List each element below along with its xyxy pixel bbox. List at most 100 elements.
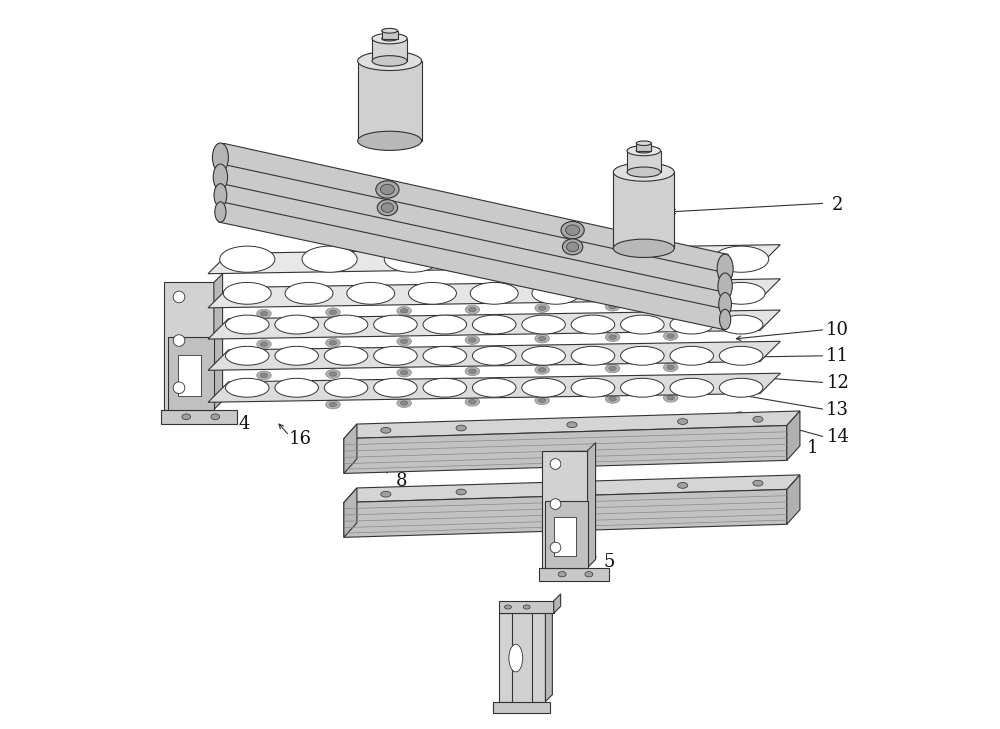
Ellipse shape [718,273,732,299]
Polygon shape [217,144,728,283]
Polygon shape [218,184,728,316]
Ellipse shape [257,309,271,318]
Ellipse shape [667,365,674,370]
Ellipse shape [621,346,664,365]
Ellipse shape [380,184,394,195]
Ellipse shape [326,400,340,409]
Polygon shape [542,451,588,568]
Ellipse shape [467,246,522,272]
Ellipse shape [324,378,368,397]
Text: 4: 4 [239,415,250,433]
Polygon shape [344,424,357,473]
Ellipse shape [472,378,516,397]
Ellipse shape [182,414,191,420]
Ellipse shape [397,368,411,377]
Ellipse shape [621,315,664,334]
Ellipse shape [609,305,616,309]
Ellipse shape [275,378,318,397]
Ellipse shape [377,200,398,216]
Ellipse shape [605,333,620,342]
Polygon shape [493,701,550,713]
Ellipse shape [535,365,549,374]
Polygon shape [344,411,800,439]
Ellipse shape [384,246,439,272]
Ellipse shape [532,282,580,304]
Polygon shape [208,310,780,339]
Ellipse shape [465,305,480,314]
Polygon shape [218,202,727,330]
Ellipse shape [522,378,565,397]
Ellipse shape [401,401,408,405]
Ellipse shape [605,364,620,373]
Ellipse shape [720,309,731,330]
Ellipse shape [609,335,616,340]
Ellipse shape [567,422,577,428]
Ellipse shape [381,203,394,212]
Polygon shape [539,568,609,581]
Ellipse shape [401,339,408,343]
Ellipse shape [717,254,733,283]
Ellipse shape [549,246,604,272]
Ellipse shape [535,396,549,405]
Ellipse shape [627,167,661,177]
Polygon shape [499,613,545,701]
Text: 3: 3 [534,688,546,706]
Polygon shape [372,39,407,61]
Ellipse shape [558,572,566,577]
Ellipse shape [585,572,593,577]
Ellipse shape [358,131,422,150]
Polygon shape [512,613,532,710]
Ellipse shape [717,282,765,304]
Ellipse shape [260,342,268,346]
Ellipse shape [465,397,480,406]
Ellipse shape [302,246,357,272]
Ellipse shape [670,346,714,365]
Ellipse shape [213,164,228,190]
Ellipse shape [215,202,226,222]
Ellipse shape [535,334,549,343]
Ellipse shape [376,181,399,198]
Ellipse shape [566,225,580,235]
Ellipse shape [260,311,268,316]
Polygon shape [358,61,422,141]
Polygon shape [344,426,787,473]
Ellipse shape [329,310,337,314]
Ellipse shape [423,315,467,334]
Ellipse shape [465,367,480,375]
Ellipse shape [609,366,616,370]
Ellipse shape [605,303,620,311]
Polygon shape [545,607,552,701]
Ellipse shape [456,489,466,495]
Ellipse shape [571,378,615,397]
Ellipse shape [465,335,480,344]
Ellipse shape [326,370,340,378]
Ellipse shape [381,427,391,433]
Ellipse shape [631,246,686,272]
Ellipse shape [326,308,340,316]
Ellipse shape [382,28,398,33]
Text: 8: 8 [396,472,408,490]
Ellipse shape [550,542,561,553]
Ellipse shape [401,308,408,313]
Ellipse shape [663,363,678,372]
Ellipse shape [423,346,467,365]
Ellipse shape [423,378,467,397]
Polygon shape [636,143,651,151]
Ellipse shape [753,480,763,486]
Ellipse shape [374,315,417,334]
Text: 13: 13 [826,400,849,418]
Ellipse shape [173,335,185,346]
Ellipse shape [571,346,615,365]
Ellipse shape [257,340,271,348]
Ellipse shape [470,282,518,304]
Polygon shape [588,443,596,568]
Ellipse shape [382,36,398,41]
Ellipse shape [372,34,407,44]
Ellipse shape [401,370,408,375]
Polygon shape [499,601,554,613]
Ellipse shape [225,346,269,365]
Ellipse shape [678,483,688,488]
Ellipse shape [605,394,620,403]
Ellipse shape [561,222,584,239]
Text: 11: 11 [826,347,849,364]
